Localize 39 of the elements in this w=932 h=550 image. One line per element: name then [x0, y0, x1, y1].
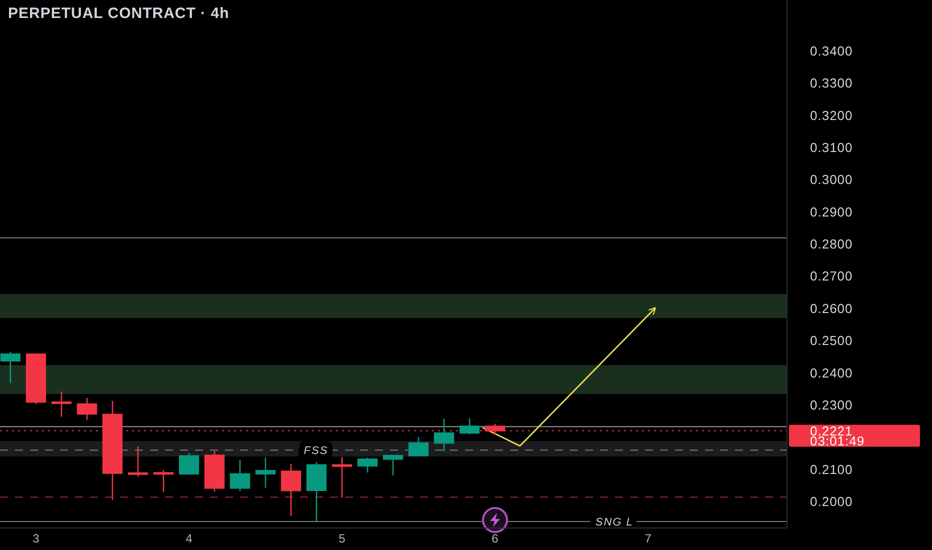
- y-tick-label: 0.3400: [810, 43, 853, 58]
- candlestick: [434, 418, 454, 452]
- candlestick: [408, 436, 429, 457]
- candlestick: [382, 454, 404, 476]
- y-tick-label: 0.2000: [810, 494, 853, 510]
- x-tick-label: 5: [338, 532, 346, 546]
- candlestick: [128, 446, 148, 478]
- candlestick: [230, 459, 250, 492]
- y-tick-label: 0.2400: [810, 365, 853, 380]
- candlestick: [357, 456, 378, 474]
- chart-title: PERPETUAL CONTRACT · 4h: [8, 5, 230, 22]
- annotation: FSS: [304, 444, 328, 457]
- candlestick: [0, 351, 21, 384]
- candlestick: [280, 463, 302, 516]
- candlestick: [255, 456, 276, 488]
- y-tick-label: 0.3200: [810, 108, 853, 123]
- x-tick-label: 7: [644, 532, 652, 546]
- y-tick-label: 0.2600: [810, 300, 853, 316]
- y-tick-label: 0.2800: [810, 236, 853, 252]
- x-tick-label: 4: [186, 532, 193, 546]
- x-tick-label: 6: [492, 532, 499, 546]
- candlestick: [76, 397, 98, 420]
- x-tick-label: 3: [32, 532, 40, 546]
- y-tick-label: 0.2900: [810, 204, 853, 220]
- candlestick: [153, 469, 174, 493]
- candlestick: [178, 452, 200, 476]
- candlestick: [51, 390, 72, 418]
- y-tick-label: 0.3000: [810, 172, 853, 188]
- candlestick: [26, 352, 46, 405]
- y-tick-label: 0.2500: [810, 333, 853, 348]
- y-tick-label: 0.2300: [810, 397, 853, 412]
- candlestick: [306, 461, 327, 522]
- y-tick-label: 0.2700: [810, 268, 853, 284]
- candlestick: [459, 418, 480, 435]
- candlestick: [204, 450, 225, 492]
- y-tick-label: 0.3300: [810, 76, 853, 91]
- candlestick: [332, 456, 352, 498]
- y-tick-label: 0.3100: [810, 140, 853, 155]
- y-tick-label: 0.2100: [810, 462, 853, 477]
